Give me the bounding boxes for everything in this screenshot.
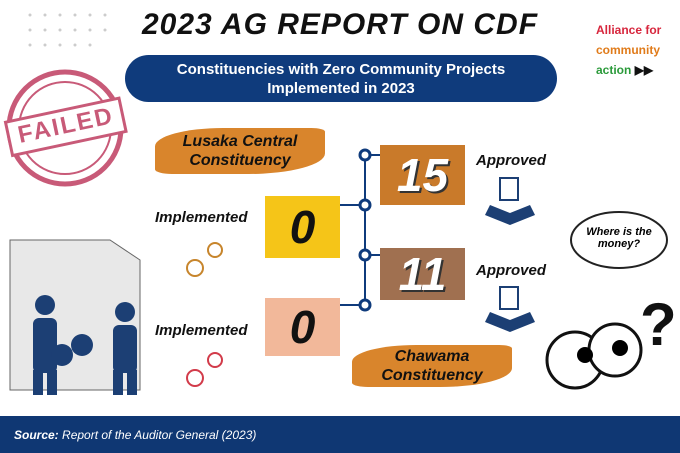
- approved-value: 15: [380, 145, 465, 205]
- implemented-label: Implemented: [155, 322, 248, 339]
- speech-bubble: Where is the money?: [586, 226, 652, 250]
- constituency-name: Lusaka Central Constituency: [155, 128, 325, 174]
- title: 2023 AG REPORT ON CDF: [141, 8, 539, 41]
- approved-label: Approved: [476, 262, 547, 279]
- implemented-label: Implemented: [155, 209, 248, 226]
- approved-label: Approved: [476, 152, 547, 169]
- approved-value: 11: [380, 248, 465, 300]
- footer: Source: Report of the Auditor General (2…: [0, 416, 680, 453]
- implemented-value: 0: [265, 196, 340, 258]
- logo-line: action ▶▶: [596, 63, 654, 77]
- implemented-value: 0: [265, 298, 340, 356]
- source-label: Source:: [14, 427, 59, 442]
- subtitle: Constituencies with Zero Community Proje…: [125, 55, 557, 102]
- svg-text:?: ?: [640, 291, 677, 358]
- source-text: Report of the Auditor General (2023): [62, 427, 257, 442]
- constituency-name: Chawama Constituency: [352, 345, 512, 387]
- logo-line: community: [596, 43, 661, 57]
- logo-line: Alliance for: [596, 23, 662, 37]
- logo-text: action: [596, 63, 632, 77]
- logo: Alliance for community action ▶▶: [596, 20, 661, 80]
